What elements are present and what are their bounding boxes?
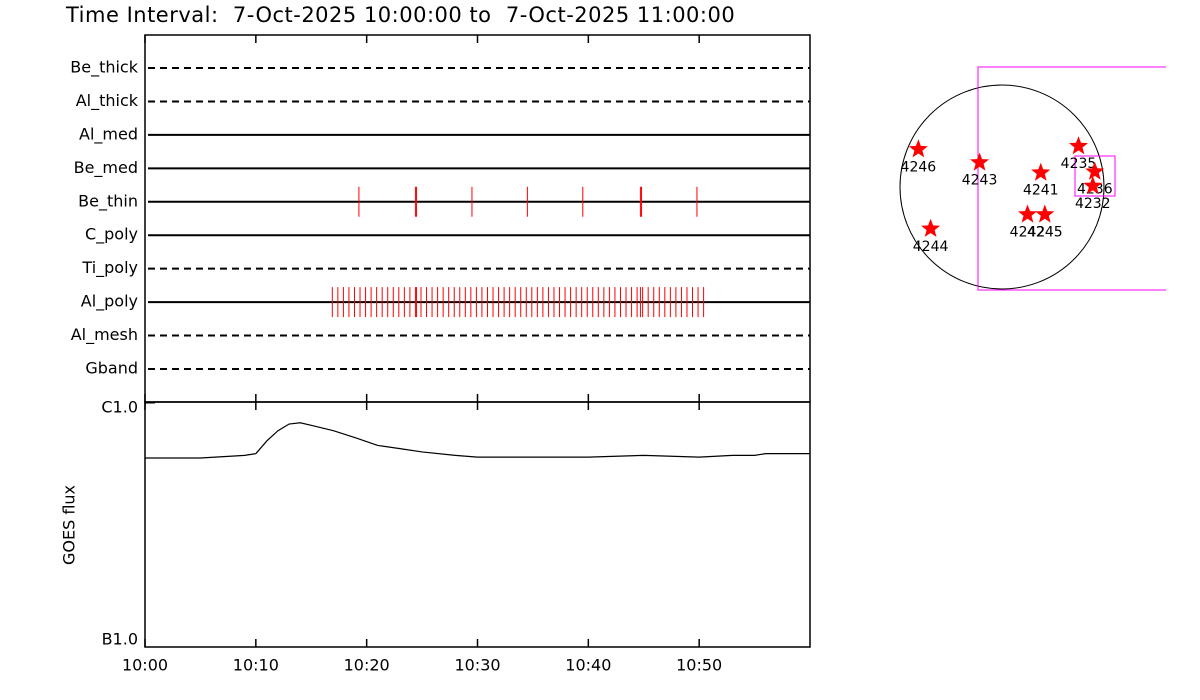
goes-curve xyxy=(145,422,810,459)
x-tick-label: 10:40 xyxy=(565,656,611,675)
region-star xyxy=(970,152,990,171)
fov-box xyxy=(977,66,1166,291)
timeline-frame xyxy=(144,34,811,403)
row-label: Al_poly xyxy=(81,292,138,312)
region-star xyxy=(1031,162,1051,181)
row-label: Be_med xyxy=(74,158,138,178)
x-tick-label: 10:20 xyxy=(344,656,390,675)
row-label: C_poly xyxy=(85,225,138,245)
region-label: 4235 xyxy=(1061,156,1097,172)
region-label: 4245 xyxy=(1027,225,1063,241)
row-label: Ti_poly xyxy=(81,258,138,278)
region-star xyxy=(1083,176,1103,195)
region-label: 4241 xyxy=(1023,183,1059,199)
y-axis-label: GOES flux xyxy=(60,485,79,565)
row-label: Be_thick xyxy=(70,58,138,78)
solar-disk xyxy=(899,84,1105,290)
row-label: Al_mesh xyxy=(71,325,138,345)
goes-frame xyxy=(144,401,811,648)
row-label: Al_med xyxy=(79,124,138,144)
row-label: Gband xyxy=(85,358,138,377)
x-tick-label: 10:30 xyxy=(454,656,500,675)
region-label: 4242 xyxy=(1010,225,1046,241)
region-star xyxy=(921,218,941,237)
chart-title: Time Interval: 7-Oct-2025 10:00:00 to 7-… xyxy=(65,3,735,27)
fov-box-small xyxy=(1074,155,1116,197)
region-label: 4246 xyxy=(901,159,937,175)
region-star xyxy=(1085,161,1105,180)
row-label: Be_thin xyxy=(78,191,138,211)
y-tick-label: B1.0 xyxy=(102,630,138,649)
y-tick-label: C1.0 xyxy=(101,398,138,417)
region-star xyxy=(1035,204,1055,223)
region-label: 4244 xyxy=(913,239,949,255)
x-tick-label: 10:00 xyxy=(122,656,168,675)
region-star xyxy=(1018,204,1037,223)
region-label: 4243 xyxy=(962,173,998,189)
region-star xyxy=(908,139,928,158)
x-tick-label: 10:10 xyxy=(233,656,279,675)
region-label: 4232 xyxy=(1075,196,1111,212)
row-label: Al_thick xyxy=(76,91,139,111)
region-star xyxy=(1069,136,1088,155)
x-tick-label: 10:50 xyxy=(676,656,722,675)
